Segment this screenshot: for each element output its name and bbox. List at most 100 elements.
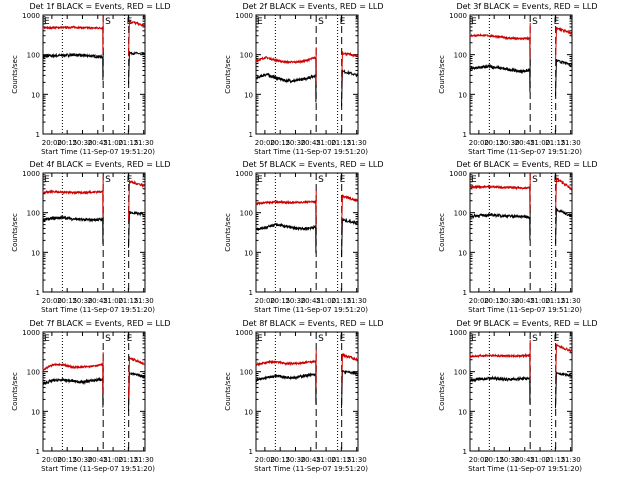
lld-series-post — [555, 343, 572, 385]
x-tick-label: 21:30 — [561, 456, 581, 464]
events-series — [469, 54, 531, 93]
x-axis-label: Start Time (11-Sep-07 19:51:20) — [254, 148, 368, 156]
plot-frame — [469, 331, 573, 452]
y-tick-label: 1000 — [235, 12, 253, 20]
y-tick-label: 1 — [36, 131, 40, 139]
x-tick-label: 21:00 — [316, 297, 336, 305]
x-tick-label: 20:00 — [42, 456, 62, 464]
lld-series — [255, 47, 317, 85]
panel-title: Det 5f BLACK = Events, RED = LLD — [242, 160, 383, 169]
x-tick-label: 20:45 — [515, 139, 535, 147]
marker-s-label: S — [318, 334, 324, 344]
y-tick-label: 1 — [463, 289, 467, 297]
x-tick-label: 20:00 — [469, 456, 489, 464]
y-tick-label: 1000 — [449, 170, 467, 178]
plot-frame — [42, 14, 146, 135]
x-tick-label: 21:30 — [347, 456, 367, 464]
corner-e-label: E — [257, 175, 263, 185]
y-tick-label: 1000 — [22, 12, 40, 20]
y-tick-label: 10 — [458, 91, 467, 99]
y-axis-label: Counts/sec — [438, 372, 446, 411]
lld-series-post — [555, 177, 572, 216]
plot-frame — [469, 172, 573, 293]
corner-e-label: E — [257, 17, 263, 27]
x-tick-label: 21:00 — [103, 139, 123, 147]
events-series — [42, 206, 104, 245]
y-tick-label: 100 — [27, 369, 40, 377]
plot-frame — [255, 14, 359, 135]
x-tick-label: 20:30 — [499, 456, 519, 464]
lld-series-post — [341, 352, 358, 393]
x-tick-label: 20:30 — [72, 456, 92, 464]
lld-series-post — [128, 356, 145, 398]
y-tick-label: 1 — [249, 131, 253, 139]
panel-det-5: Det 5f BLACK = Events, RED = LLD 1 10 100 10… — [224, 160, 384, 314]
y-tick-label: 10 — [31, 91, 40, 99]
y-axis-label: Counts/sec — [224, 55, 232, 94]
x-tick-label: 20:45 — [88, 139, 108, 147]
y-tick-label: 10 — [244, 91, 253, 99]
events-series-post — [128, 51, 145, 85]
y-tick-label: 100 — [240, 210, 253, 218]
lld-series — [469, 173, 531, 212]
marker-e-label: E — [340, 334, 346, 344]
y-tick-label: 1000 — [449, 12, 467, 20]
x-tick-label: 21:15 — [331, 139, 351, 147]
corner-e-label: E — [44, 175, 50, 185]
x-tick-label: 20:15 — [484, 297, 504, 305]
corner-e-label: E — [471, 17, 477, 27]
marker-s-label: S — [105, 175, 111, 185]
marker-e-label: E — [554, 334, 560, 344]
corner-e-label: E — [257, 334, 263, 344]
x-tick-label: 20:30 — [285, 139, 305, 147]
events-series — [255, 214, 317, 254]
y-tick-label: 1000 — [22, 329, 40, 337]
panel-title: Det 3f BLACK = Events, RED = LLD — [456, 2, 597, 11]
plot-frame — [255, 172, 359, 293]
x-axis-label: Start Time (11-Sep-07 19:51:20) — [468, 465, 582, 473]
panel-title: Det 1f BLACK = Events, RED = LLD — [29, 2, 170, 11]
marker-s-label: S — [532, 17, 538, 27]
y-tick-label: 1000 — [449, 329, 467, 337]
x-tick-label: 21:15 — [118, 297, 138, 305]
lld-series — [255, 349, 317, 389]
lld-series — [469, 22, 531, 60]
x-tick-label: 20:45 — [515, 297, 535, 305]
panel-title: Det 8f BLACK = Events, RED = LLD — [242, 319, 383, 328]
events-series-post — [341, 69, 358, 107]
y-tick-label: 100 — [454, 210, 467, 218]
x-tick-label: 21:15 — [545, 456, 565, 464]
marker-e-label: E — [127, 175, 133, 185]
y-tick-label: 10 — [458, 249, 467, 257]
events-series-post — [555, 371, 572, 409]
x-tick-label: 20:00 — [469, 139, 489, 147]
y-tick-label: 1000 — [235, 329, 253, 337]
y-tick-label: 10 — [244, 249, 253, 257]
y-tick-label: 100 — [454, 52, 467, 60]
x-tick-label: 21:15 — [545, 139, 565, 147]
y-axis-label: Counts/sec — [438, 213, 446, 252]
events-series-post — [128, 210, 145, 248]
events-series-post — [341, 369, 358, 409]
y-tick-label: 100 — [454, 369, 467, 377]
marker-s-label: S — [318, 175, 324, 185]
panel-det-8: Det 8f BLACK = Events, RED = LLD 1 10 100 10… — [224, 319, 384, 473]
plot-frame — [255, 331, 359, 452]
x-tick-label: 21:15 — [331, 456, 351, 464]
y-tick-label: 1000 — [22, 170, 40, 178]
panel-det-6: Det 6f BLACK = Events, RED = LLD 1 10 100 10… — [438, 160, 598, 314]
x-tick-label: 20:45 — [88, 456, 108, 464]
x-axis-label: Start Time (11-Sep-07 19:51:20) — [254, 306, 368, 314]
lld-series — [42, 175, 104, 217]
x-tick-label: 21:15 — [545, 297, 565, 305]
x-tick-label: 20:30 — [499, 297, 519, 305]
panel-det-9: Det 9f BLACK = Events, RED = LLD 1 10 100 10… — [438, 319, 598, 473]
x-tick-label: 20:15 — [57, 297, 77, 305]
y-axis-label: Counts/sec — [224, 372, 232, 411]
panel-det-4: Det 4f BLACK = Events, RED = LLD 1 10 100 10… — [11, 160, 171, 314]
y-tick-label: 1000 — [235, 170, 253, 178]
x-axis-label: Start Time (11-Sep-07 19:51:20) — [254, 465, 368, 473]
lld-series — [42, 15, 104, 53]
x-tick-label: 20:30 — [285, 297, 305, 305]
